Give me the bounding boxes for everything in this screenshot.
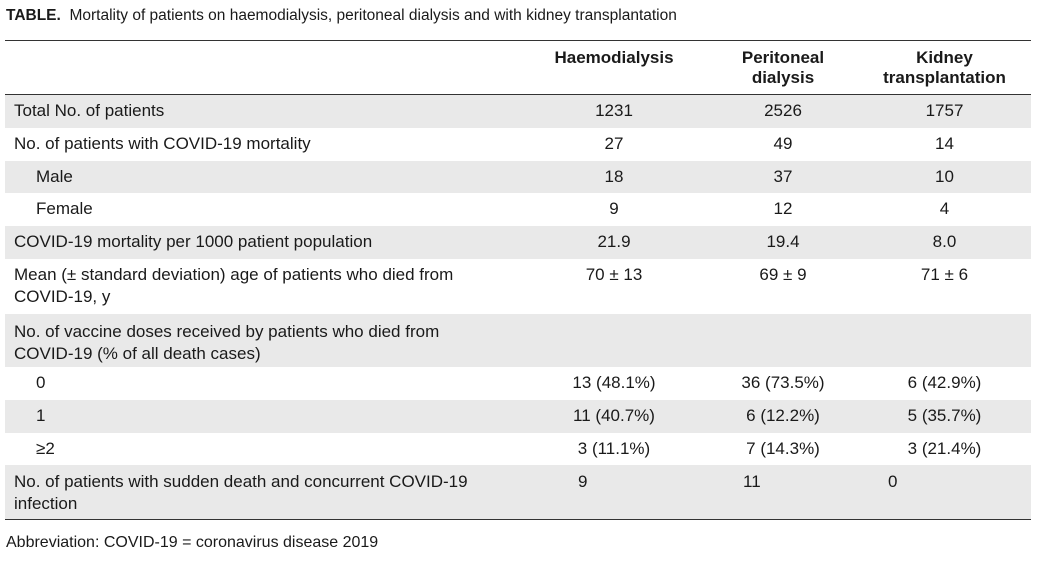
cell-kidney: 3 (21.4%) bbox=[907, 438, 982, 458]
header-row: Haemodialysis Peritoneal dialysis Kidney t… bbox=[5, 40, 1031, 95]
cell-haemodialysis: 9 bbox=[609, 198, 619, 218]
table-row: COVID-19 mortality per 1000 patient popu… bbox=[5, 225, 1031, 259]
cell-haemodialysis: 3 (11.1%) bbox=[577, 438, 651, 458]
cell-peritoneal: 7 (14.3%) bbox=[746, 438, 820, 458]
cell-kidney: 71 ± 6 bbox=[920, 264, 969, 284]
table-row: Mean (± standard deviation) age of patie… bbox=[5, 259, 1031, 314]
cell-peritoneal: 37 bbox=[773, 166, 793, 186]
cell-peritoneal: 69 ± 9 bbox=[759, 264, 807, 284]
row-label: 1 bbox=[36, 405, 46, 425]
row-label: No. of patients with sudden death and co… bbox=[14, 471, 468, 513]
mortality-table: Haemodialysis Peritoneal dialysis Kidney t… bbox=[5, 40, 1031, 520]
table-row: 1 11 (40.7%) 6 (12.2%) 5 (35.7%) bbox=[5, 399, 1031, 433]
header-blank bbox=[5, 41, 520, 95]
header-peritoneal-dialysis: Peritoneal dialysis bbox=[741, 48, 825, 87]
cell-kidney: 4 bbox=[939, 198, 950, 218]
cell-haemodialysis bbox=[520, 314, 708, 367]
cell-peritoneal: 36 (73.5%) bbox=[741, 372, 825, 392]
table-row: No. of patients with sudden death and co… bbox=[5, 464, 1031, 520]
cell-haemodialysis: 27 bbox=[604, 133, 624, 153]
table-caption: TABLE. Mortality of patients on haemodia… bbox=[6, 7, 677, 25]
row-label: No. of patients with COVID-19 mortality bbox=[14, 133, 311, 153]
header-haemodialysis: Haemodialysis bbox=[554, 48, 674, 67]
caption-prefix: TABLE. bbox=[6, 7, 61, 24]
table-row: Male 18 37 10 bbox=[5, 160, 1031, 193]
table-row: ≥2 3 (11.1%) 7 (14.3%) 3 (21.4%) bbox=[5, 433, 1031, 465]
caption-text: Mortality of patients on haemodialysis, … bbox=[69, 7, 677, 24]
row-label: Total No. of patients bbox=[14, 101, 165, 120]
row-label: Mean (± standard deviation) age of patie… bbox=[14, 264, 454, 306]
header-kidney-transplantation: Kidney transplantation bbox=[883, 48, 1006, 87]
cell-peritoneal: 2526 bbox=[764, 101, 802, 120]
cell-kidney: 14 bbox=[935, 133, 954, 153]
row-label: Female bbox=[36, 198, 93, 218]
table-row: Total No. of patients 1231 2526 1757 bbox=[5, 94, 1031, 128]
table-row: No. of vaccine doses received by patient… bbox=[5, 313, 1031, 367]
cell-kidney: 1757 bbox=[925, 101, 964, 120]
cell-peritoneal: 12 bbox=[773, 198, 793, 218]
cell-haemodialysis: 9 bbox=[578, 471, 588, 491]
row-label: COVID-19 mortality per 1000 patient popu… bbox=[14, 231, 373, 251]
cell-kidney: 6 (42.9%) bbox=[907, 372, 982, 392]
table-row: 0 13 (48.1%) 36 (73.5%) 6 (42.9%) bbox=[5, 367, 1031, 400]
cell-peritoneal: 6 (12.2%) bbox=[746, 405, 820, 425]
cell-haemodialysis: 70 ± 13 bbox=[585, 264, 643, 284]
cell-kidney: 5 (35.7%) bbox=[907, 405, 982, 425]
row-label: ≥2 bbox=[36, 438, 55, 458]
cell-haemodialysis: 13 (48.1%) bbox=[572, 372, 656, 392]
cell-peritoneal: 19.4 bbox=[766, 231, 800, 251]
table-row: Female 9 12 4 bbox=[5, 193, 1031, 226]
cell-peritoneal: 49 bbox=[773, 133, 793, 153]
row-label: No. of vaccine doses received by patient… bbox=[14, 321, 440, 363]
cell-haemodialysis: 11 (40.7%) bbox=[573, 405, 655, 425]
cell-kidney: 8.0 bbox=[932, 231, 957, 251]
footnote: Abbreviation: COVID-19 = coronavirus dis… bbox=[6, 534, 379, 551]
cell-haemodialysis: 18 bbox=[604, 166, 624, 186]
cell-peritoneal: 11 bbox=[743, 471, 761, 491]
cell-kidney: 0 bbox=[888, 471, 898, 491]
cell-peritoneal bbox=[708, 314, 858, 367]
row-label: Male bbox=[36, 166, 73, 186]
cell-haemodialysis: 1231 bbox=[595, 101, 633, 120]
table-row: No. of patients with COVID-19 mortality … bbox=[5, 128, 1031, 161]
cell-kidney bbox=[858, 314, 1031, 367]
row-label: 0 bbox=[36, 372, 46, 392]
cell-kidney: 10 bbox=[935, 166, 954, 186]
cell-haemodialysis: 21.9 bbox=[597, 231, 631, 251]
